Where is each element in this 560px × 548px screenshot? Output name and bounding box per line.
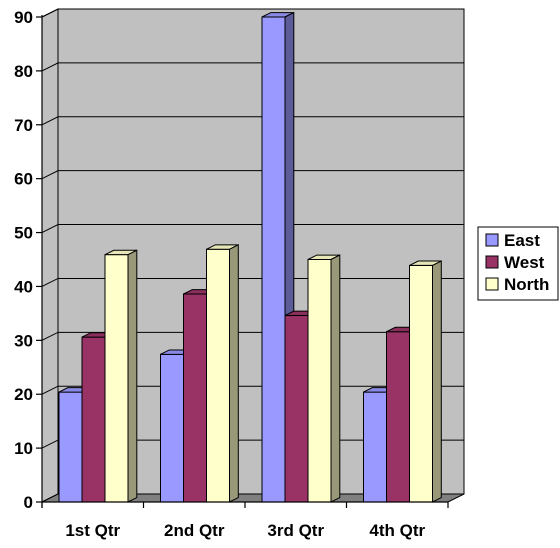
legend-item-west: West xyxy=(485,253,545,272)
bar-north-1 xyxy=(104,249,138,503)
gridline xyxy=(41,224,464,234)
legend-swatch xyxy=(485,233,499,247)
axes xyxy=(36,15,449,508)
legend-label: West xyxy=(504,253,545,272)
y-tick-label: 80 xyxy=(14,62,33,81)
y-tick-label: 70 xyxy=(14,116,33,135)
x-tick-labels: 1st Qtr 2nd Qtr 3rd Qtr 4th Qtr xyxy=(65,521,425,540)
y-tick-label: 20 xyxy=(14,385,33,404)
y-tick-label: 0 xyxy=(24,493,33,512)
legend-item-north: North xyxy=(485,275,549,294)
y-tick-label: 90 xyxy=(14,8,33,27)
gridline xyxy=(41,116,464,126)
legend-label: East xyxy=(504,231,540,250)
legend: East West North xyxy=(477,226,559,301)
gridline xyxy=(41,62,464,72)
y-tick-labels: 0 10 20 30 40 50 60 70 80 90 xyxy=(14,8,33,512)
legend-swatch xyxy=(485,255,499,269)
y-tick-label: 50 xyxy=(14,224,33,243)
x-tick-label: 3rd Qtr xyxy=(267,521,324,540)
bar-north-3 xyxy=(307,254,341,503)
y-tick-label: 60 xyxy=(14,170,33,189)
y-tick-label: 30 xyxy=(14,331,33,350)
bars xyxy=(58,11,442,503)
legend-swatch xyxy=(485,277,499,291)
legend-item-east: East xyxy=(485,231,540,250)
legend-label: North xyxy=(504,275,549,294)
y-tick-label: 10 xyxy=(14,439,33,458)
gridline xyxy=(41,170,464,180)
x-tick-label: 1st Qtr xyxy=(65,521,120,540)
x-tick-label: 4th Qtr xyxy=(369,521,425,540)
y-tick-label: 40 xyxy=(14,277,33,296)
x-tick-label: 2nd Qtr xyxy=(164,521,225,540)
bar-north-4 xyxy=(409,260,442,503)
side-wall xyxy=(41,8,59,503)
bar-north-2 xyxy=(206,244,239,503)
gridline xyxy=(41,8,464,18)
